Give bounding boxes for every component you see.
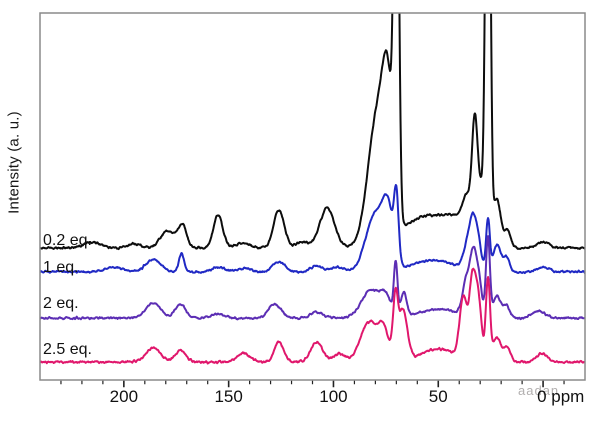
x-tick-label-50: 50 <box>428 387 448 406</box>
y-axis-label: Intensity (a. u.) <box>5 111 23 214</box>
trace-2.5-eq <box>40 267 585 365</box>
trace-2-eq <box>40 235 585 321</box>
x-tick-label-0: 0 ppm <box>537 387 585 406</box>
x-tick-label-150: 150 <box>214 387 243 406</box>
series-label-0.2-eq: 0.2 eq. <box>43 232 92 249</box>
series-label-1-eq: 1 eq. <box>43 259 79 276</box>
x-tick-label-100: 100 <box>319 387 348 406</box>
traces-group <box>40 13 585 365</box>
watermark-text: aadan <box>518 383 560 398</box>
plot-frame <box>39 12 586 381</box>
x-tick-label-200: 200 <box>109 387 139 406</box>
series-label-2-eq: 2 eq. <box>43 295 79 312</box>
x-axis-ticks <box>60 380 565 388</box>
series-label-2.5-eq: 2.5 eq. <box>43 341 92 358</box>
trace-1-eq <box>40 184 585 275</box>
trace-0.2-eq <box>40 13 585 251</box>
